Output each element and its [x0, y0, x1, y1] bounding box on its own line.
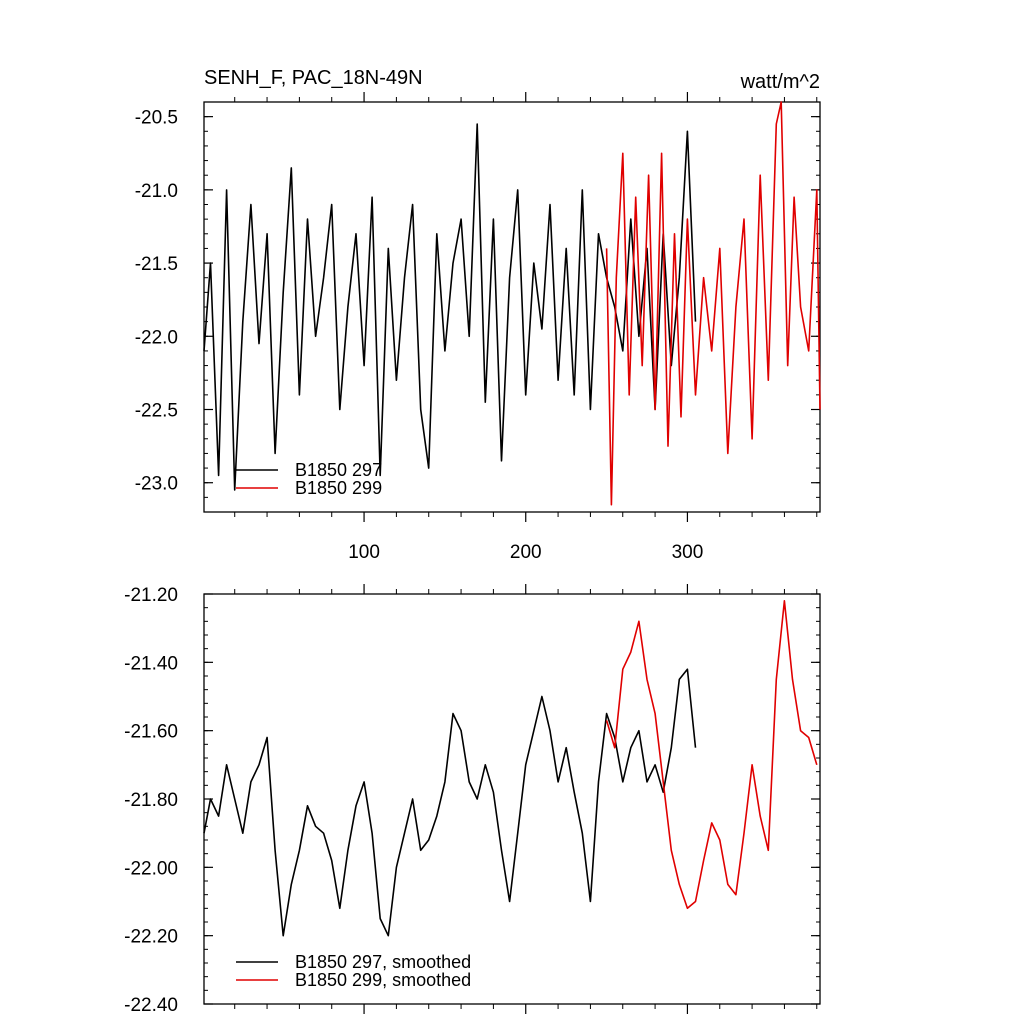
plot-frame-bottom [203, 593, 821, 1005]
bottom-panel: -21.20 -21.40 -21.60 -21.80 -22.00 -22.20 -22.… [124, 584, 821, 1016]
bottom-ytick-label: -22.40 [124, 995, 178, 1016]
bottom-legend-label-2: B1850 299, smoothed [295, 970, 471, 990]
bottom-ytick-label: -21.60 [124, 722, 178, 743]
top-series-line-1 [203, 123, 697, 491]
top-ytick-label: -22.5 [135, 401, 178, 422]
top-legend-label-1: B1850 297 [295, 460, 382, 480]
units-label: watt/m^2 [740, 71, 820, 93]
top-xtick-label: 100 [348, 542, 380, 563]
top-axis-ticks: -20.5 -21.0 -21.5 -22.0 -22.5 -23.0 100 200 300 [135, 92, 820, 563]
bottom-axis-ticks: -21.20 -21.40 -21.60 -21.80 -22.00 -22.20 -22.… [124, 584, 820, 1016]
bottom-ytick-label: -22.00 [124, 858, 178, 879]
top-legend-label-2: B1850 299 [295, 478, 382, 498]
bottom-ytick-label: -21.40 [124, 653, 178, 674]
top-panel: SENH_F, PAC_18N-49N watt/m^2 -20.5-21.0-… [135, 67, 821, 563]
top-xtick-label: 300 [672, 542, 704, 563]
top-ytick-label: -21.5 [135, 254, 178, 275]
top-series-line-2 [605, 101, 821, 506]
bottom-series-line-2 [605, 599, 818, 910]
top-series-lines [203, 101, 821, 506]
top-ytick-label: -22.0 [135, 327, 178, 348]
bottom-legend-label-1: B1850 297, smoothed [295, 952, 471, 972]
chart-title: SENH_F, PAC_18N-49N [204, 67, 423, 89]
bottom-ytick-label: -22.20 [124, 927, 178, 948]
bottom-ytick-label: -21.80 [124, 790, 178, 811]
top-ytick-label: -20.5 [135, 108, 178, 129]
top-ytick-label: -23.0 [135, 474, 178, 495]
bottom-series-line-1 [203, 668, 697, 937]
top-xtick-label: 200 [510, 542, 542, 563]
bottom-series-lines [203, 599, 818, 937]
top-ytick-label: -21.0 [135, 181, 178, 202]
bottom-ytick-label: -21.20 [124, 585, 178, 606]
